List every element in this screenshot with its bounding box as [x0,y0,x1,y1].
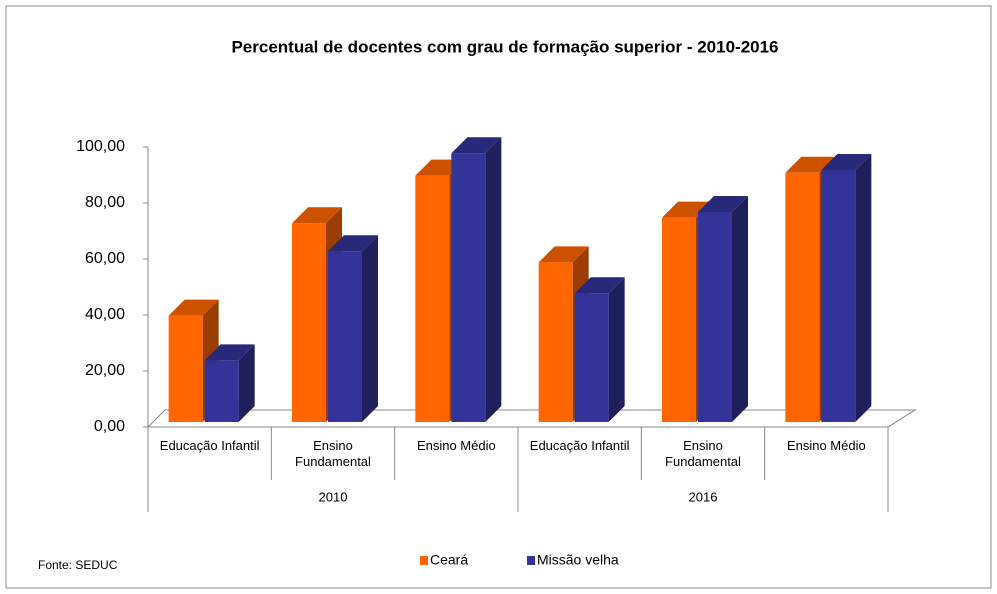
y-tick-label: 20,00 [85,362,125,379]
bar-side [732,196,748,422]
bar-side [608,277,625,422]
bar [574,293,609,422]
group-label: 2016 [689,489,718,504]
bar [204,360,239,422]
legend-label: Missão velha [537,552,619,568]
bar-side [238,344,255,422]
legend-label: Ceará [430,552,468,568]
y-tick-label: 80,00 [85,194,125,211]
bar [292,223,326,422]
bar-top [292,207,342,224]
bar-top [204,344,255,361]
x-tick-label: Ensino Médio [416,438,496,453]
bar [538,262,573,422]
x-tick-label: Educação Infantil [159,438,260,453]
bar-side [855,154,872,422]
bar [328,251,362,422]
bar [662,217,696,422]
bar-top [538,246,589,263]
bar [451,153,486,422]
chart-title: Percentual de docentes com grau de forma… [231,37,778,56]
bar-top [328,235,378,252]
group-label: 2010 [319,489,348,504]
bar [785,172,820,422]
x-tick-label: Ensino Fundamental [295,438,371,469]
bar-top [698,196,748,212]
bar [168,315,203,422]
legend-swatch [527,556,535,565]
legend-swatch [420,556,428,565]
y-tick-label: 60,00 [85,250,125,267]
bar-top [574,277,625,294]
y-tick-label: 100,00 [76,138,125,155]
x-tick-label: Ensino Médio [786,438,866,453]
bar-top [821,154,872,170]
y-tick-label: 40,00 [85,306,125,323]
x-tick-label: Educação Infantil [529,438,630,453]
bar-top [451,137,502,154]
bar [415,175,450,422]
bar [698,212,732,422]
x-tick-label: Ensino Fundamental [665,438,741,469]
bar [821,170,856,422]
source: Fonte: SEDUC [38,558,118,572]
bar-side [485,137,502,422]
bar-top [168,299,219,316]
bar-side [362,235,378,422]
y-tick-label: 0,00 [94,418,125,435]
